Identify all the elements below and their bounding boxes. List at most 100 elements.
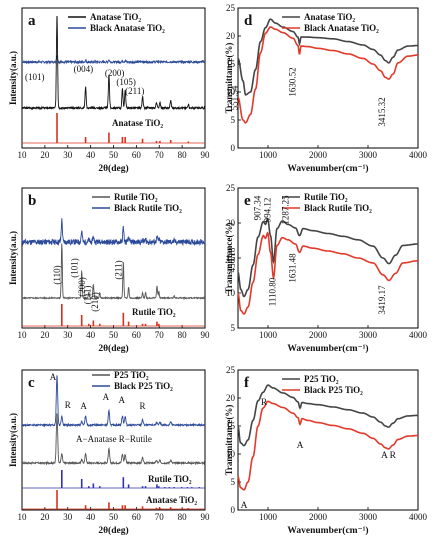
reference-label: Rutile TiO₂ — [148, 474, 192, 484]
x-tick-label: 20 — [40, 150, 50, 160]
peak-annotation: (111) — [82, 286, 92, 305]
panel-label: e — [244, 193, 251, 209]
x-tick-label: 30 — [63, 512, 73, 522]
peak-annotation: R — [140, 401, 146, 411]
x-tick-label: 3000 — [359, 150, 378, 160]
series-line — [237, 217, 418, 298]
x-tick-label: 50 — [109, 150, 119, 160]
series-line — [21, 413, 206, 466]
y-tick-label: 0 — [231, 505, 236, 515]
y-axis-label: Transmittance(%) — [224, 405, 234, 476]
plot-frame — [237, 7, 419, 149]
peak-annotation: R — [261, 398, 268, 408]
y-tick-label: 5 — [231, 323, 236, 333]
y-tick-label: 15 — [226, 253, 236, 263]
peak-annotation: (105) — [116, 77, 136, 87]
peak-annotation: 456.18 — [227, 247, 237, 272]
series-line — [21, 243, 206, 301]
x-tick-label: 60 — [132, 330, 142, 340]
panel-b: b Intensity(a.u.) 2θ(deg) 10 20 30 40 50 60 70 80 9… — [8, 187, 211, 354]
x-tick-label: 90 — [201, 150, 211, 160]
series-line — [237, 231, 418, 315]
peak-annotation: 1631.48 — [288, 253, 298, 283]
y-tick-label: 20 — [226, 218, 236, 228]
series-line-black — [21, 55, 206, 65]
peak-annotation: (110) — [52, 265, 62, 284]
x-tick-label: 20 — [40, 330, 50, 340]
y-axis-label: Intensity(a.u.) — [8, 231, 18, 285]
x-tick-label: 10 — [18, 330, 28, 340]
y-tick-label: 25 — [226, 3, 236, 13]
x-tick-label: 90 — [201, 512, 211, 522]
y-tick-label: 20 — [226, 31, 236, 41]
legend-entry: Black Anatase TiO₂ — [90, 23, 165, 33]
x-axis-label: Wavenumber(cm⁻¹) — [287, 343, 368, 354]
panel-a: a Intensity(a.u.) 2θ(deg) 10 20 30 40 50 60 70 80 9… — [8, 7, 211, 174]
y-tick-label: 15 — [226, 421, 236, 431]
peak-annotation: A — [119, 395, 126, 405]
peak-annotation: A — [103, 392, 110, 402]
peak-annotation: 994.12 — [263, 198, 273, 223]
peak-annotation: A — [297, 441, 304, 451]
reference-label: Rutile TiO₂ — [132, 307, 176, 317]
legend-entry: Anatase TiO₂ — [90, 12, 141, 22]
legend-entry: Rutile TiO₂ — [114, 192, 158, 202]
series-line — [237, 26, 418, 124]
x-tick-label: 40 — [86, 330, 96, 340]
peak-annotation: A — [241, 501, 248, 511]
panel-c: c Intensity(a.u.) 2θ(deg) 10 20 30 40 50 60 70 80 9… — [8, 369, 211, 536]
peak-annotation: 907.34 — [252, 195, 262, 220]
x-tick-label: 60 — [132, 512, 142, 522]
y-tick-label: 25 — [226, 365, 236, 375]
reference-label: Anatase TiO₂ — [146, 495, 197, 505]
y-tick-label: 10 — [226, 288, 236, 298]
peak-annotation: R — [65, 400, 71, 410]
x-tick-label: 1000 — [259, 150, 278, 160]
x-tick-label: 2000 — [309, 512, 328, 522]
x-tick-label: 3000 — [359, 512, 378, 522]
x-axis-label: 2θ(deg) — [98, 525, 128, 536]
x-axis-label: 2θ(deg) — [98, 163, 128, 174]
x-tick-label: 20 — [40, 512, 50, 522]
peak-annotation: (200) — [77, 277, 87, 297]
peak-annotation: A — [50, 372, 57, 382]
legend-entry: Black Rutile TiO₂ — [114, 203, 182, 213]
peak-annotation: 551.54 — [230, 85, 240, 110]
peak-annotation: (101) — [25, 72, 44, 82]
y-axis-label: Transmittance(%) — [224, 223, 234, 294]
peak-annotation: (211) — [125, 86, 144, 96]
peak-annotation: 1630.52 — [288, 67, 298, 96]
x-axis-label: Wavenumber(cm⁻¹) — [287, 163, 368, 174]
series-line-black — [21, 218, 206, 247]
y-tick-label: 10 — [226, 87, 236, 97]
x-tick-label: 70 — [155, 512, 165, 522]
x-tick-label: 4000 — [409, 150, 428, 160]
x-tick-label: 80 — [178, 150, 188, 160]
x-axis-label: 2θ(deg) — [98, 343, 128, 354]
peak-annotation: 3415.32 — [377, 97, 387, 126]
peak-annotation: (210) — [90, 292, 100, 312]
x-tick-label: 1000 — [259, 330, 278, 340]
panel-label: d — [244, 13, 253, 29]
legend-entry: Anatase TiO₂ — [304, 12, 355, 22]
series-line — [237, 384, 418, 447]
peak-annotation: (200) — [105, 68, 125, 78]
y-axis-label: Intensity(a.u.) — [8, 413, 18, 467]
reference-label: Anatase TiO₂ — [112, 118, 163, 128]
plot-frame — [237, 369, 419, 511]
x-tick-label: 80 — [178, 330, 188, 340]
y-tick-label: 20 — [226, 393, 236, 403]
peak-annotation: 1110.80 — [268, 277, 278, 306]
x-tick-label: 90 — [201, 330, 211, 340]
x-tick-label: 70 — [155, 150, 165, 160]
panel-label: b — [28, 193, 36, 209]
x-axis-label: Wavenumber(cm⁻¹) — [287, 525, 368, 536]
y-axis-label: Intensity(a.u.) — [8, 51, 18, 105]
x-tick-label: 4000 — [409, 330, 428, 340]
y-tick-label: 5 — [231, 477, 236, 487]
series-line — [21, 15, 205, 111]
x-tick-label: 3000 — [359, 330, 378, 340]
x-tick-label: 1000 — [259, 512, 278, 522]
